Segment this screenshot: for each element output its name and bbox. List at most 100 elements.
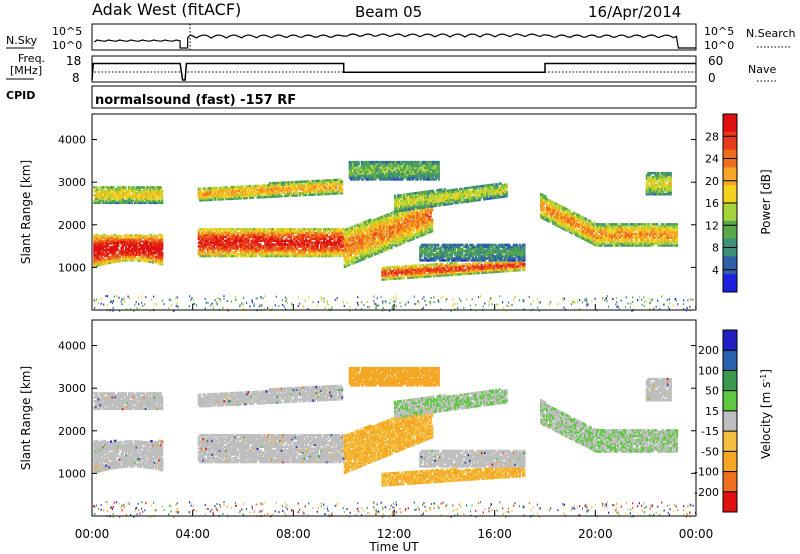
power-cell xyxy=(131,255,134,258)
power-cell xyxy=(155,248,158,251)
power-cell xyxy=(224,239,227,242)
power-cell xyxy=(221,245,224,248)
power-cell xyxy=(208,254,211,258)
power-cell xyxy=(255,229,258,233)
power-cell xyxy=(143,252,146,255)
power-cell xyxy=(291,239,294,242)
power-cell xyxy=(135,197,138,201)
power-cell xyxy=(144,235,147,238)
power-cell xyxy=(125,245,128,249)
power-cell xyxy=(247,231,250,235)
power-cell xyxy=(277,229,280,233)
power-cell xyxy=(93,193,96,197)
power-cell xyxy=(310,228,313,231)
power-cell xyxy=(327,228,330,231)
power-cell xyxy=(208,249,211,252)
power-cell xyxy=(156,248,159,252)
power-cell xyxy=(288,229,291,233)
power-cell xyxy=(106,188,109,191)
power-cell xyxy=(147,192,150,195)
power-cell xyxy=(258,239,261,242)
power-cell xyxy=(99,250,102,253)
power-cell xyxy=(208,247,211,250)
power-cell xyxy=(152,199,155,203)
power-cell xyxy=(158,262,161,265)
power-cell xyxy=(102,197,105,201)
power-cell xyxy=(286,231,289,235)
power-cell xyxy=(208,252,211,256)
power-cell xyxy=(138,244,141,247)
power-cell xyxy=(149,260,152,264)
power-cell xyxy=(97,256,100,259)
power-cell xyxy=(126,236,129,239)
power-cell xyxy=(267,229,270,233)
power-cell xyxy=(306,243,309,246)
power-cell xyxy=(286,233,289,237)
power-cell xyxy=(134,253,137,256)
power-cell xyxy=(264,252,267,256)
power-cell xyxy=(128,255,131,258)
power-cell xyxy=(247,237,250,241)
power-cell xyxy=(247,249,250,252)
power-cell xyxy=(258,228,261,231)
power-cell xyxy=(202,237,205,241)
power-cell xyxy=(118,259,121,263)
freq-right-tick-top: 60 xyxy=(708,54,723,68)
power-cell xyxy=(144,238,147,242)
freq-right-tick-bottom: 0 xyxy=(708,71,716,85)
power-cell xyxy=(258,247,261,250)
power-cell xyxy=(112,255,115,258)
power-cell xyxy=(102,239,105,243)
power-cell xyxy=(280,229,283,233)
power-cell xyxy=(129,255,132,258)
power-cell xyxy=(297,245,300,248)
power-cell xyxy=(241,243,244,246)
power-cell xyxy=(94,260,97,264)
power-cell xyxy=(112,197,115,201)
power-cell xyxy=(128,193,131,197)
power-cell xyxy=(310,249,313,252)
power-cell xyxy=(294,245,297,248)
power-cell xyxy=(140,246,143,249)
power-cell xyxy=(108,248,111,251)
power-cell xyxy=(146,235,149,238)
power-cell xyxy=(203,252,206,256)
power-cell xyxy=(153,240,156,243)
power-cell xyxy=(209,243,212,246)
noise-left-label: N.Sky xyxy=(6,34,38,47)
power-cell xyxy=(100,246,103,249)
power-cell xyxy=(249,235,252,239)
power-cell xyxy=(273,228,276,231)
power-cell xyxy=(126,197,129,201)
power-cell xyxy=(212,241,215,244)
power-cell xyxy=(108,252,111,255)
power-cell xyxy=(131,234,134,237)
power-cell xyxy=(109,186,112,189)
power-cell xyxy=(100,257,103,260)
power-cell xyxy=(244,229,247,233)
power-cell xyxy=(209,233,212,237)
power-cell xyxy=(289,239,292,242)
power-cell xyxy=(102,236,105,239)
power-cell xyxy=(277,231,280,235)
power-cell xyxy=(298,254,301,258)
power-cell xyxy=(156,246,159,250)
power-cell xyxy=(121,242,124,245)
power-cell xyxy=(289,237,292,241)
power-cell xyxy=(118,193,121,197)
power-cell xyxy=(270,245,273,248)
power-cell xyxy=(135,236,138,239)
power-cell xyxy=(330,233,333,237)
power-cell xyxy=(105,262,108,265)
power-cell xyxy=(199,233,202,237)
power-cell xyxy=(99,195,102,199)
power-cell xyxy=(317,231,320,235)
power-cell xyxy=(301,247,304,250)
power-cell xyxy=(94,236,97,239)
power-cell xyxy=(128,247,131,251)
power-cell xyxy=(161,236,164,239)
power-cell xyxy=(224,233,227,237)
power-cell xyxy=(100,255,103,259)
power-cell xyxy=(332,249,335,252)
power-cell xyxy=(197,237,200,241)
